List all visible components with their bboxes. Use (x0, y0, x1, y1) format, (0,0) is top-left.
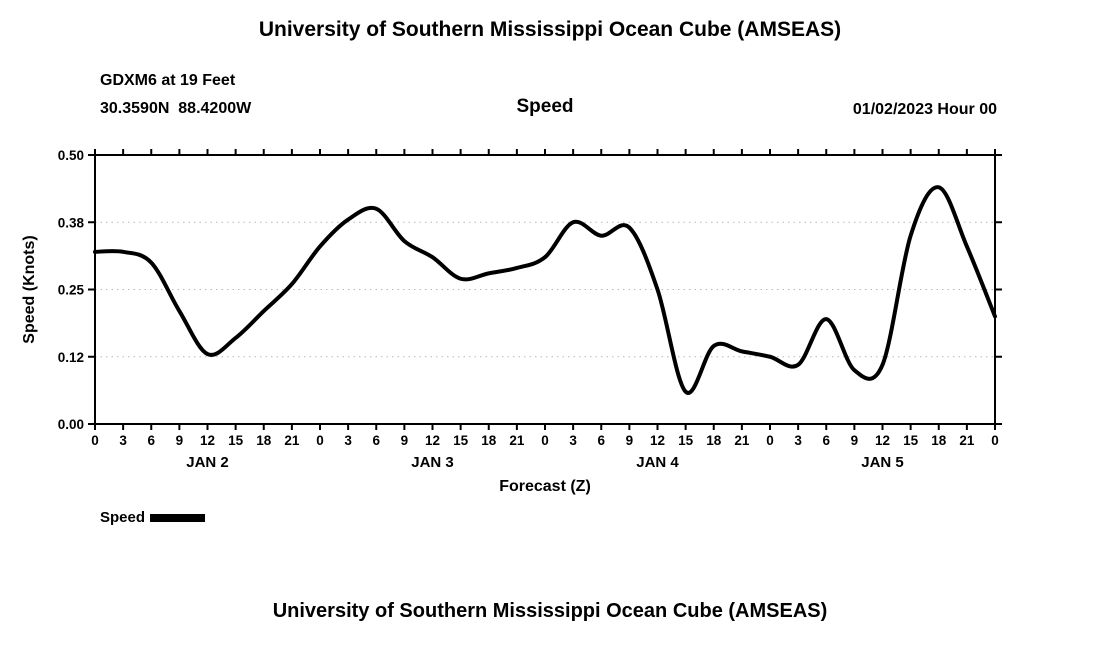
x-tick-label: 0 (316, 433, 324, 448)
x-tick-label: 15 (678, 433, 694, 448)
x-tick-label: 9 (626, 433, 634, 448)
day-label: JAN 5 (861, 454, 904, 471)
x-tick-label: 9 (401, 433, 409, 448)
legend-label: Speed (100, 509, 146, 526)
day-label: JAN 3 (411, 454, 454, 471)
x-tick-label: 15 (903, 433, 919, 448)
forecast-datetime: 01/02/2023 Hour 00 (852, 101, 997, 118)
x-tick-label: 0 (991, 433, 999, 448)
y-axis: 0.00 0.12 0.25 0.38 0.50 Speed (Knots) (21, 148, 1002, 432)
x-tick-label: 3 (119, 433, 127, 448)
x-tick-label: 21 (284, 433, 300, 448)
y-tick-label: 0.12 (58, 350, 84, 365)
legend-line-swatch (150, 513, 206, 522)
speed-chart-svg: 0 3 6 9 12 15 18 21 0 3 6 9 12 15 18 21 0 3 6 9 12 15 18 21 0 3 6 9… (21, 148, 1002, 471)
x-tick-label: 15 (453, 433, 469, 448)
x-tick-label: 3 (794, 433, 802, 448)
x-tick-label: 21 (734, 433, 750, 448)
x-axis: 0 3 6 9 12 15 18 21 0 3 6 9 12 15 18 21 0 3 6 9 12 15 18 21 0 3 6 9… (91, 149, 999, 471)
y-tick-label: 0.50 (58, 148, 84, 163)
x-tick-label: 12 (875, 433, 890, 448)
y-tick-label: 0.25 (58, 283, 85, 298)
x-tick-label: 9 (851, 433, 859, 448)
day-label: JAN 2 (186, 454, 229, 471)
x-tick-label: 3 (569, 433, 577, 448)
x-tick-label: 12 (650, 433, 665, 448)
x-tick-label: 18 (931, 433, 947, 448)
x-tick-label: 18 (706, 433, 722, 448)
x-tick-label: 12 (200, 433, 215, 448)
x-tick-label: 18 (481, 433, 497, 448)
x-tick-label: 18 (256, 433, 272, 448)
y-tick-label: 0.38 (58, 215, 85, 230)
x-tick-label: 3 (344, 433, 352, 448)
x-tick-label: 0 (766, 433, 774, 448)
x-tick-label: 21 (959, 433, 975, 448)
y-axis-label: Speed (Knots) (21, 235, 38, 343)
chart-variable-title: Speed (516, 96, 574, 117)
page-title: University of Southern Mississippi Ocean… (258, 18, 842, 41)
x-tick-label: 0 (91, 433, 99, 448)
x-tick-label: 21 (509, 433, 525, 448)
station-coordinates: 30.3590N 88.4200W (100, 100, 252, 117)
legend: Speed (100, 509, 206, 526)
x-tick-label: 12 (425, 433, 440, 448)
x-tick-label: 0 (541, 433, 549, 448)
y-tick-label: 0.00 (58, 417, 84, 432)
x-axis-label: Forecast (Z) (499, 478, 591, 495)
x-tick-label: 6 (822, 433, 830, 448)
x-tick-label: 9 (176, 433, 184, 448)
station-label: GDXM6 at 19 Feet (100, 72, 236, 89)
x-tick-label: 6 (147, 433, 155, 448)
x-tick-label: 15 (228, 433, 244, 448)
next-page-title: University of Southern Mississippi Ocean… (272, 600, 828, 622)
x-tick-label: 6 (372, 433, 380, 448)
day-label: JAN 4 (636, 454, 679, 471)
series-line-speed (93, 185, 997, 395)
speed-chart: 0 3 6 9 12 15 18 21 0 3 6 9 12 15 18 21 0 3 6 9 12 15 18 21 0 3 6 9… (0, 140, 1100, 480)
x-tick-label: 6 (597, 433, 605, 448)
